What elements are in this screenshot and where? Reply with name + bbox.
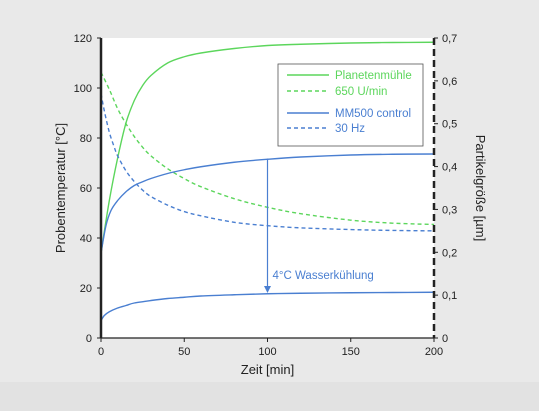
y-left-tick-label: 20 — [80, 283, 92, 295]
y-left-tick-label: 80 — [80, 133, 92, 145]
legend-box — [277, 63, 424, 147]
axes-layer: 0 50 100 150 20002040608010012000,10,20,30,4… — [53, 33, 488, 377]
legend-label-4: 30 Hz — [335, 123, 365, 135]
y-left-tick-label: 0 — [86, 333, 92, 345]
series-line-4 — [100, 93, 435, 232]
chart: 4°C Wasserkühlung 0 50 100 150 2000204060801… — [53, 33, 488, 377]
series-line-1 — [100, 41, 435, 254]
y-right-tick-label: 0,6 — [442, 76, 457, 88]
y-right-tick-label: 0,1 — [442, 290, 457, 302]
y-right-tick-label: 0,5 — [442, 119, 457, 131]
y-right-tick-label: 0,7 — [442, 33, 457, 45]
annotation-arrow-head — [264, 286, 271, 293]
y-left-tick-label: 120 — [74, 33, 92, 45]
legend: Planetenmühle 650 U/min MM500 control 30 Hz — [277, 63, 424, 147]
y-right-tick-label: 0,4 — [442, 162, 457, 174]
y-right-tick-label: 0 — [442, 333, 448, 345]
series-layer — [100, 41, 435, 321]
x-tick-label: 50 — [178, 346, 190, 358]
x-axis-title: Zeit [min] — [241, 362, 294, 377]
x-tick-label: 0 — [98, 346, 104, 358]
annotation-label: 4°C Wasserkühlung — [273, 270, 374, 282]
x-tick-label: 200 — [425, 346, 443, 358]
y-right-tick-label: 0,2 — [442, 247, 457, 259]
footer-band — [0, 382, 539, 411]
legend-label-1: Planetenmühle — [335, 70, 412, 82]
y-left-tick-label: 60 — [80, 183, 92, 195]
y-right-axis-title: Partikelgröße [µm] — [473, 135, 488, 241]
y-right-tick-label: 0,3 — [442, 204, 457, 216]
series-line-3 — [100, 153, 435, 254]
legend-label-3: MM500 control — [335, 108, 411, 120]
x-tick-label: 100 — [258, 346, 276, 358]
y-left-tick-label: 40 — [80, 233, 92, 245]
series-line-2 — [100, 71, 435, 226]
legend-label-2: 650 U/min — [335, 86, 387, 98]
annotation-layer: 4°C Wasserkühlung — [264, 159, 374, 293]
y-left-tick-label: 100 — [74, 83, 92, 95]
series-line-5 — [100, 291, 435, 321]
x-tick-label: 150 — [342, 346, 360, 358]
y-left-axis-title: Probentemperatur [°C] — [53, 123, 68, 253]
